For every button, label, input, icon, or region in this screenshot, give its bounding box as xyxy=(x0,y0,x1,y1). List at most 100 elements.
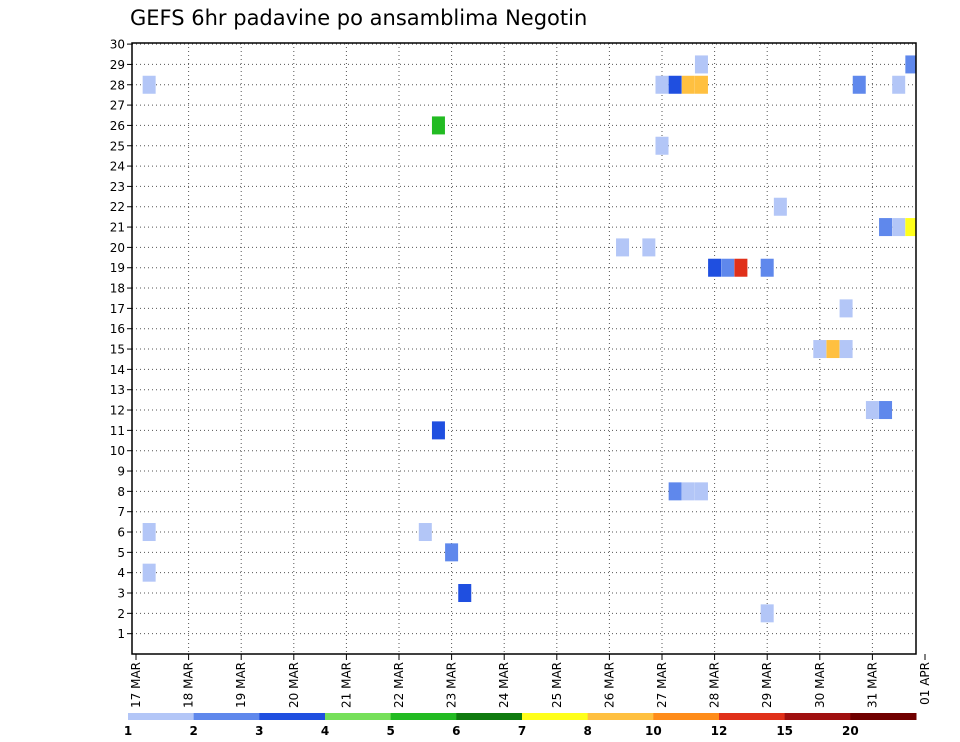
x-tick-label: 19 MAR xyxy=(234,662,248,708)
x-tick-label: 29 MAR xyxy=(760,662,774,708)
colorbar-segment xyxy=(456,713,523,720)
precip-cell xyxy=(813,340,827,359)
precip-cell xyxy=(458,584,472,603)
precip-cell xyxy=(839,299,853,318)
x-tick-label: 17 MAR xyxy=(129,662,143,708)
colorbar-label: 20 xyxy=(842,724,859,738)
colorbar-label: 3 xyxy=(255,724,263,738)
colorbar-segment xyxy=(522,713,589,720)
colorbar-segment xyxy=(653,713,720,720)
y-tick-label: 17 xyxy=(110,302,125,316)
y-tick-label: 10 xyxy=(110,444,125,458)
precip-cell xyxy=(431,116,445,135)
y-tick-label: 4 xyxy=(117,566,125,580)
y-tick-label: 12 xyxy=(110,404,125,418)
precip-cell xyxy=(852,75,866,94)
x-tick-label: 26 MAR xyxy=(602,662,616,708)
x-tick-label: 21 MAR xyxy=(339,662,353,708)
colorbar-segment xyxy=(325,713,392,720)
colorbar-label: 1 xyxy=(124,724,132,738)
precip-cell xyxy=(655,136,669,155)
colorbar-label: 10 xyxy=(645,724,662,738)
colorbar-label: 8 xyxy=(583,724,591,738)
precip-cell xyxy=(142,523,156,542)
precip-cell xyxy=(694,55,708,74)
colorbar-label: 5 xyxy=(386,724,394,738)
y-tick-label: 16 xyxy=(110,322,125,336)
x-tick-label: 30 MAR xyxy=(813,662,827,708)
x-tick-label: 31 MAR xyxy=(865,662,879,708)
x-tick-label: 01 APR xyxy=(918,662,932,705)
y-tick-label: 3 xyxy=(117,587,125,601)
colorbar-segment xyxy=(390,713,457,720)
y-tick-label: 8 xyxy=(117,485,125,499)
y-tick-label: 2 xyxy=(117,607,125,621)
colorbar-segment xyxy=(128,713,195,720)
y-tick-label: 22 xyxy=(110,200,125,214)
colorbar-label: 12 xyxy=(711,724,728,738)
precip-cell xyxy=(760,258,774,277)
plot-frame xyxy=(131,42,917,655)
precip-cell xyxy=(142,75,156,94)
y-tick-label: 23 xyxy=(110,180,125,194)
precip-cell xyxy=(694,75,708,94)
x-tick-label: 23 MAR xyxy=(445,662,459,708)
chart-title: GEFS 6hr padavine po ansamblima Negotin xyxy=(130,6,588,30)
y-tick-label: 20 xyxy=(110,241,125,255)
y-tick-label: 11 xyxy=(110,424,125,438)
precip-cell xyxy=(865,401,879,420)
precip-cell xyxy=(708,258,722,277)
precip-cell xyxy=(892,75,906,94)
precip-cell xyxy=(681,75,695,94)
y-tick-label: 21 xyxy=(110,221,125,235)
y-tick-label: 27 xyxy=(110,99,125,113)
x-axis: 17 MAR 18 MAR 19 MAR 20 MAR 21 MAR 22 MAR 23 M… xyxy=(129,654,932,708)
precip-cell xyxy=(892,218,906,237)
x-tick-label: 18 MAR xyxy=(182,662,196,708)
precip-cell xyxy=(879,401,893,420)
colorbar-label: 2 xyxy=(189,724,197,738)
grid-layer xyxy=(132,43,916,654)
precip-cell xyxy=(668,482,682,501)
y-tick-label: 15 xyxy=(110,343,125,357)
y-tick-label: 24 xyxy=(110,160,125,174)
precip-cell xyxy=(616,238,630,257)
y-tick-label: 1 xyxy=(117,627,125,641)
precip-cell xyxy=(142,563,156,582)
precip-cell xyxy=(905,218,916,237)
precip-cell xyxy=(773,197,787,216)
colorbar-segment xyxy=(587,713,654,720)
precip-cell xyxy=(681,482,695,501)
y-tick-label: 29 xyxy=(110,58,125,72)
y-tick-label: 7 xyxy=(117,505,125,519)
colorbar-segment xyxy=(259,713,326,720)
y-tick-label: 5 xyxy=(117,546,125,560)
colorbar-segment xyxy=(850,713,917,720)
precip-cell xyxy=(905,55,916,74)
colorbar-segment xyxy=(784,713,851,720)
y-tick-label: 30 xyxy=(110,38,125,52)
precip-cell xyxy=(431,421,445,440)
x-tick-label: 27 MAR xyxy=(655,662,669,708)
precip-cell xyxy=(418,523,432,542)
colorbar-segment xyxy=(193,713,260,720)
cells-layer xyxy=(142,55,916,623)
colorbar-label: 15 xyxy=(776,724,793,738)
colorbar-label: 4 xyxy=(321,724,329,738)
precip-cell xyxy=(760,604,774,623)
y-tick-label: 26 xyxy=(110,119,125,133)
y-tick-label: 9 xyxy=(117,465,125,479)
colorbar-label: 7 xyxy=(518,724,526,738)
precip-cell xyxy=(721,258,735,277)
y-tick-label: 18 xyxy=(110,282,125,296)
y-tick-label: 6 xyxy=(117,526,125,540)
colorbar-segment xyxy=(719,713,786,720)
precip-cell xyxy=(445,543,459,562)
precip-cell xyxy=(694,482,708,501)
precip-cell xyxy=(642,238,656,257)
x-tick-label: 24 MAR xyxy=(497,662,511,708)
x-tick-label: 25 MAR xyxy=(550,662,564,708)
y-tick-label: 28 xyxy=(110,78,125,92)
y-tick-label: 19 xyxy=(110,261,125,275)
